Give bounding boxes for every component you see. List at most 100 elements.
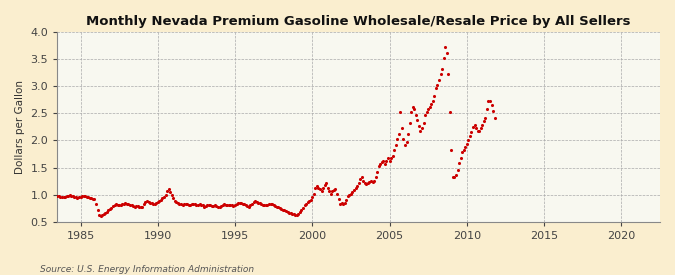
Point	[132, 204, 143, 208]
Point	[462, 142, 472, 146]
Point	[194, 202, 205, 207]
Point	[126, 203, 137, 208]
Point	[239, 202, 250, 207]
Point	[431, 86, 441, 90]
Point	[117, 202, 128, 207]
Point	[451, 172, 462, 177]
Point	[414, 123, 425, 128]
Point	[387, 153, 398, 158]
Point	[481, 107, 492, 111]
Point	[281, 209, 292, 214]
Point	[244, 204, 254, 209]
Point	[396, 126, 407, 131]
Point	[245, 203, 256, 208]
Point	[55, 195, 66, 199]
Point	[348, 188, 359, 192]
Point	[165, 190, 176, 194]
Point	[355, 177, 366, 182]
Point	[105, 207, 115, 211]
Point	[84, 196, 95, 200]
Point	[394, 132, 404, 136]
Point	[389, 148, 400, 152]
Point	[254, 201, 265, 205]
Point	[361, 182, 372, 186]
Point	[448, 175, 458, 180]
Point	[298, 205, 308, 210]
Point	[338, 202, 348, 207]
Point	[128, 204, 138, 208]
Point	[299, 203, 310, 208]
Point	[129, 204, 140, 209]
Point	[433, 78, 444, 82]
Point	[114, 203, 125, 208]
Point	[196, 203, 207, 207]
Point	[213, 204, 223, 209]
Point	[265, 202, 276, 206]
Point	[238, 202, 248, 206]
Point	[61, 194, 72, 199]
Point	[75, 195, 86, 199]
Point	[483, 99, 494, 104]
Point	[292, 213, 302, 217]
Point	[180, 202, 191, 206]
Point	[250, 199, 261, 203]
Point	[223, 203, 234, 208]
Point	[69, 195, 80, 199]
Point	[63, 194, 74, 198]
Point	[426, 102, 437, 106]
Point	[294, 210, 305, 214]
Point	[455, 156, 466, 160]
Point	[301, 202, 312, 206]
Point	[86, 196, 97, 200]
Point	[177, 203, 188, 207]
Point	[273, 205, 284, 209]
Point	[159, 195, 169, 199]
Point	[454, 161, 464, 165]
Point	[427, 99, 438, 104]
Point	[446, 148, 457, 152]
Point	[146, 201, 157, 205]
Point	[458, 147, 469, 152]
Point	[485, 99, 495, 104]
Point	[330, 186, 341, 191]
Point	[74, 195, 84, 200]
Point	[312, 184, 323, 188]
Point	[464, 134, 475, 138]
Point	[318, 186, 329, 190]
Point	[174, 202, 185, 206]
Point	[90, 202, 101, 207]
Point	[248, 200, 259, 204]
Point	[155, 198, 166, 202]
Point	[305, 198, 316, 202]
Point	[383, 156, 394, 161]
Point	[134, 204, 144, 209]
Point	[367, 180, 378, 184]
Point	[340, 201, 350, 205]
Point	[168, 196, 179, 200]
Point	[190, 202, 200, 207]
Point	[435, 72, 446, 76]
Point	[107, 204, 118, 208]
Point	[371, 175, 381, 180]
Point	[432, 83, 443, 87]
Point	[466, 130, 477, 134]
Point	[157, 196, 168, 200]
Point	[347, 190, 358, 194]
Point	[53, 194, 64, 199]
Point	[324, 189, 335, 194]
Point	[475, 126, 486, 131]
Point	[276, 207, 287, 211]
Point	[200, 204, 211, 208]
Point	[109, 203, 120, 207]
Point	[377, 160, 387, 164]
Point	[308, 191, 319, 196]
Point	[208, 204, 219, 208]
Point	[360, 181, 371, 185]
Point	[219, 202, 230, 207]
Point	[144, 200, 155, 205]
Point	[148, 202, 159, 206]
Point	[470, 126, 481, 131]
Point	[59, 195, 70, 199]
Point	[384, 159, 395, 163]
Point	[395, 110, 406, 114]
